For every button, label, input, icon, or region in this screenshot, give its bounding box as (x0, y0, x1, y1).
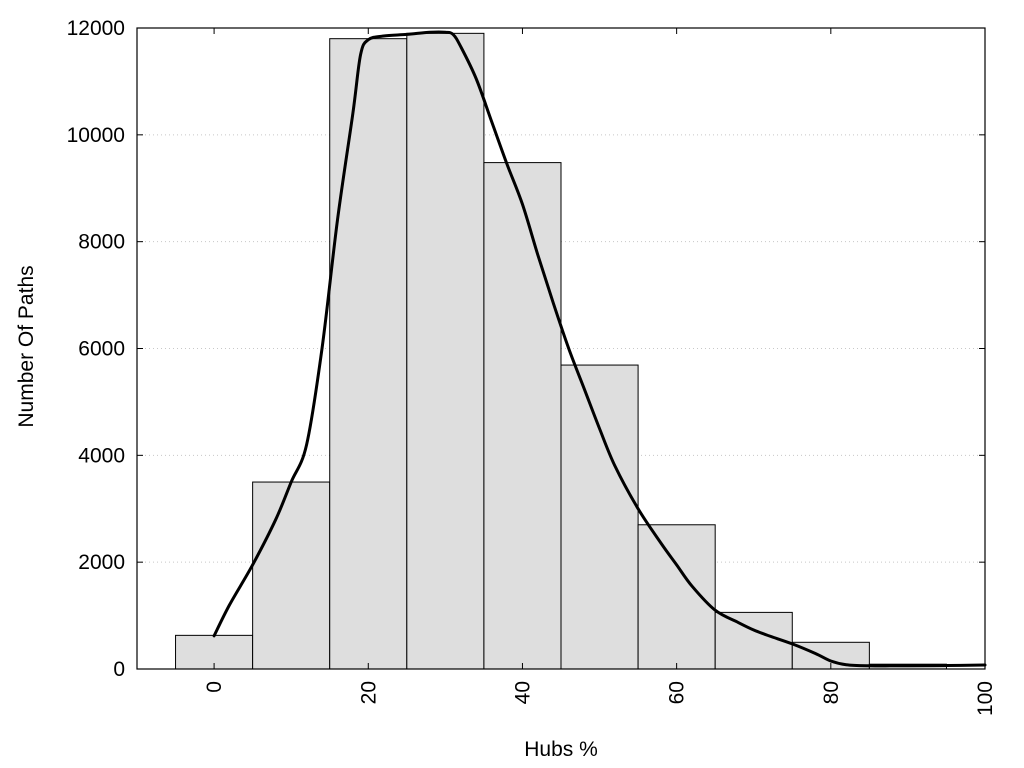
x-tick-label: 0 (203, 681, 226, 693)
y-tick-label: 2000 (78, 551, 125, 574)
x-tick-label: 100 (974, 681, 997, 716)
y-tick-label: 4000 (78, 444, 125, 467)
histogram-bar (329, 38, 408, 670)
y-tick-label: 12000 (67, 17, 125, 40)
y-axis-title: Number Of Paths (15, 265, 38, 427)
histogram-bar (560, 364, 639, 670)
histogram-bars (175, 32, 947, 670)
x-axis-title: Hubs % (524, 738, 598, 761)
x-tick-label: 60 (666, 681, 689, 704)
y-tick-label: 6000 (78, 338, 125, 361)
histogram-bar (637, 524, 716, 670)
density-curve-layer (212, 30, 987, 668)
y-tick-label: 8000 (78, 231, 125, 254)
x-tick-label: 40 (511, 681, 534, 704)
axis-ticks (137, 27, 986, 670)
density-curve (212, 30, 987, 668)
y-tick-label: 10000 (67, 124, 125, 147)
tick-labels: 0 2000 4000 6000 8000 10000 12000 0 20 40 60 80 100 (67, 17, 997, 716)
histogram-bar (406, 32, 485, 670)
histogram-bar (483, 162, 562, 670)
x-tick-label: 20 (357, 681, 380, 704)
x-tick-label: 80 (820, 681, 843, 704)
y-tick-label: 0 (113, 658, 125, 681)
histogram-bar (252, 481, 331, 670)
